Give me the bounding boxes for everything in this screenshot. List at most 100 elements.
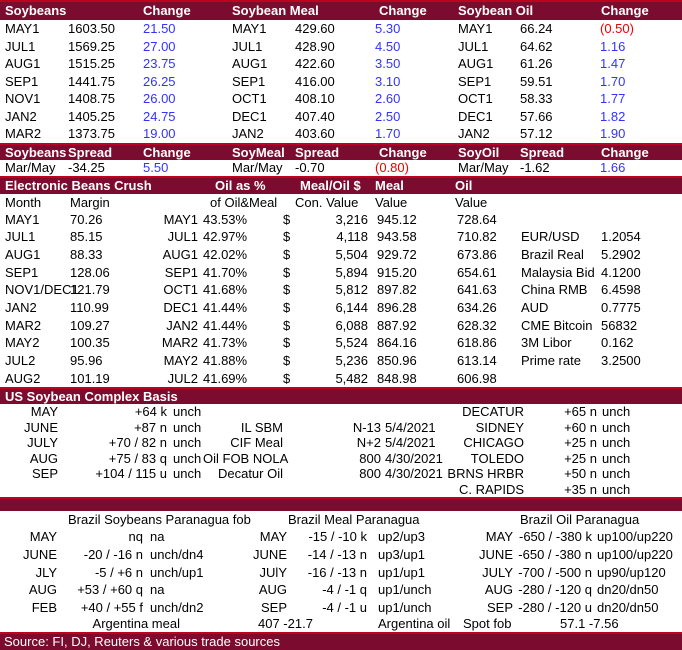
meal-value: 897.82 (377, 282, 417, 298)
crush-row: MAY2 100.35 MAR2 41.73% $ 5,524 864.16 6… (0, 334, 682, 352)
currency-label: CME Bitcoin (521, 317, 593, 333)
con-value: 4,118 (336, 229, 368, 245)
basis-table: MAY +64 k unch DECATUR +65 n unch JUNE +… (0, 404, 682, 497)
brazil-row: FEB +40 / +55 f unch/dn2 SEP -4 / -1 u u… (0, 599, 682, 617)
basis-date (381, 482, 445, 498)
soybeans-price: 1515.25 (68, 56, 115, 71)
oil-change: 1.70 (600, 73, 626, 89)
crush-month: AUG1 (5, 246, 41, 262)
soybeans-price: 1569.25 (68, 38, 115, 54)
crush-month: MAY2 (5, 335, 40, 351)
basis-city-status: unch (602, 404, 631, 420)
oil-pct-value: 41.68% (203, 282, 248, 298)
futures-row: JAN2 1405.25 24.75 DEC1 407.40 2.50 DEC1… (0, 108, 682, 126)
soybeans-change-header: Change (143, 3, 191, 18)
basis-row: AUG +75 / 83 q unch Oil FOB NOLA 800 4/3… (0, 451, 682, 467)
con-value: 5,524 (335, 335, 368, 351)
brazil-oil-value: -700 / -500 n (518, 564, 592, 580)
oil-pct-value: 43.53% (203, 211, 248, 227)
spread-change-3: Change (601, 144, 649, 160)
soybean-oil-header: Soybean Oil (458, 3, 534, 18)
crush-month: MAY1 (5, 211, 40, 227)
brazil-oil-title: Brazil Oil Paranagua (520, 512, 640, 528)
oil-value: 641.63 (457, 282, 497, 298)
spread-data-row: Mar/May -34.25 5.50 Mar/May -0.70 (0.80)… (0, 160, 682, 176)
spread-soybeans-header: Soybeans (5, 144, 67, 160)
meal-price: 407.40 (295, 108, 335, 124)
basis-product-value: N+2 (356, 435, 381, 451)
oil-pct-month: SEP1 (164, 264, 198, 280)
brazil-oil-value: -650 / -380 n (518, 546, 592, 562)
spread-change-2: Change (379, 144, 427, 160)
meal-change: 1.70 (375, 126, 401, 141)
brazil-meal-value: -4 / -1 u (322, 599, 367, 615)
oil-change: 1.82 (600, 108, 626, 124)
oil-value-subheader: Value (455, 194, 488, 210)
brazil-oil-month: MAY (485, 529, 513, 545)
oil-change: 1.47 (600, 56, 626, 71)
spread-change-1: Change (143, 144, 191, 160)
soybeans-change: 26.25 (143, 73, 176, 89)
brazil-meal-value: -15 / -10 k (308, 529, 367, 545)
basis-city: TOLEDO (470, 450, 524, 466)
basis-product-label: CIF Meal (230, 435, 283, 451)
meal-change-header: Change (379, 3, 427, 18)
meal-change: 4.50 (375, 38, 401, 54)
brazil-soybeans-month: JUNE (23, 546, 57, 562)
oil-price: 58.33 (520, 91, 553, 106)
meal-change: 3.50 (375, 56, 401, 71)
meal-price: 429.60 (295, 21, 335, 36)
oil-month: JUL1 (458, 38, 489, 54)
soybeans-price: 1408.75 (68, 91, 115, 106)
brazil-meal-month: JUNE (253, 546, 287, 562)
con-value: 6,144 (335, 299, 368, 315)
brazil-meal-title: Brazil Meal Paranagua (288, 512, 420, 528)
oil-pct-month: JAN2 (166, 317, 198, 333)
brazil-bottom-row: Argentina meal 407 -21.7 Argentina oil S… (0, 616, 682, 632)
meal-month: MAY1 (232, 21, 267, 36)
crush-margin: 70.26 (70, 211, 103, 227)
dollar-sign: $ (283, 299, 291, 315)
crush-row: AUG2 101.19 JUL2 41.69% $ 5,482 848.98 6… (0, 370, 682, 388)
basis-city-value: +60 n (564, 419, 597, 435)
meal-value: 850.96 (377, 353, 417, 368)
dollar-sign: $ (283, 229, 291, 245)
basis-city: BRNS HRBR (447, 466, 524, 482)
basis-status (167, 482, 203, 498)
crush-month: SEP1 (5, 264, 39, 280)
dollar-sign: $ (283, 317, 291, 333)
meal-change: 2.50 (375, 108, 401, 124)
futures-row: MAR2 1373.75 19.00 JAN2 403.60 1.70 JAN2… (0, 125, 682, 143)
dollar-sign: $ (283, 335, 291, 351)
oil-pct-value: 41.70% (203, 264, 248, 280)
oil-pct-month: MAY2 (163, 353, 198, 368)
con-value: 5,812 (335, 282, 368, 298)
soybeans-change: 27.00 (143, 38, 176, 54)
soybeans-month: JAN2 (5, 108, 37, 124)
basis-title: US Soybean Complex Basis (5, 389, 178, 405)
meal-value: 896.28 (377, 299, 417, 315)
oil-pct-value: 41.69% (203, 370, 248, 386)
brazil-meal-change: up3/up1 (378, 546, 425, 562)
oil-value: 710.82 (457, 229, 497, 245)
crush-month: MAR2 (5, 317, 42, 333)
meal-month: AUG1 (232, 56, 268, 71)
crush-month: AUG2 (5, 370, 41, 386)
crush-row: JAN2 110.99 DEC1 41.44% $ 6,144 896.28 6… (0, 299, 682, 317)
brazil-soybeans-change: unch/up1 (150, 564, 204, 580)
oil-month: JAN2 (458, 126, 490, 141)
meal-value: 848.98 (377, 370, 417, 386)
brazil-soybeans-value: +53 / +60 q (77, 582, 143, 598)
currency-value: 4.1200 (601, 264, 641, 280)
dollar-sign: $ (283, 370, 291, 386)
source-text: Source: FI, DJ, Reuters & various trade … (4, 634, 280, 650)
con-value: 6,088 (335, 317, 368, 333)
crush-row: MAY1 70.26 MAY1 43.53% $ 3,216 945.12 72… (0, 211, 682, 229)
oil-price: 61.26 (520, 56, 553, 71)
soybeans-price: 1441.75 (68, 73, 115, 89)
soybeans-change: 23.75 (143, 56, 176, 71)
meal-header: Meal (375, 178, 404, 193)
currency-value: 1.2054 (601, 229, 641, 245)
argentina-meal-value: 407 -21.7 (258, 616, 313, 632)
soybeans-month: JUL1 (5, 38, 36, 54)
